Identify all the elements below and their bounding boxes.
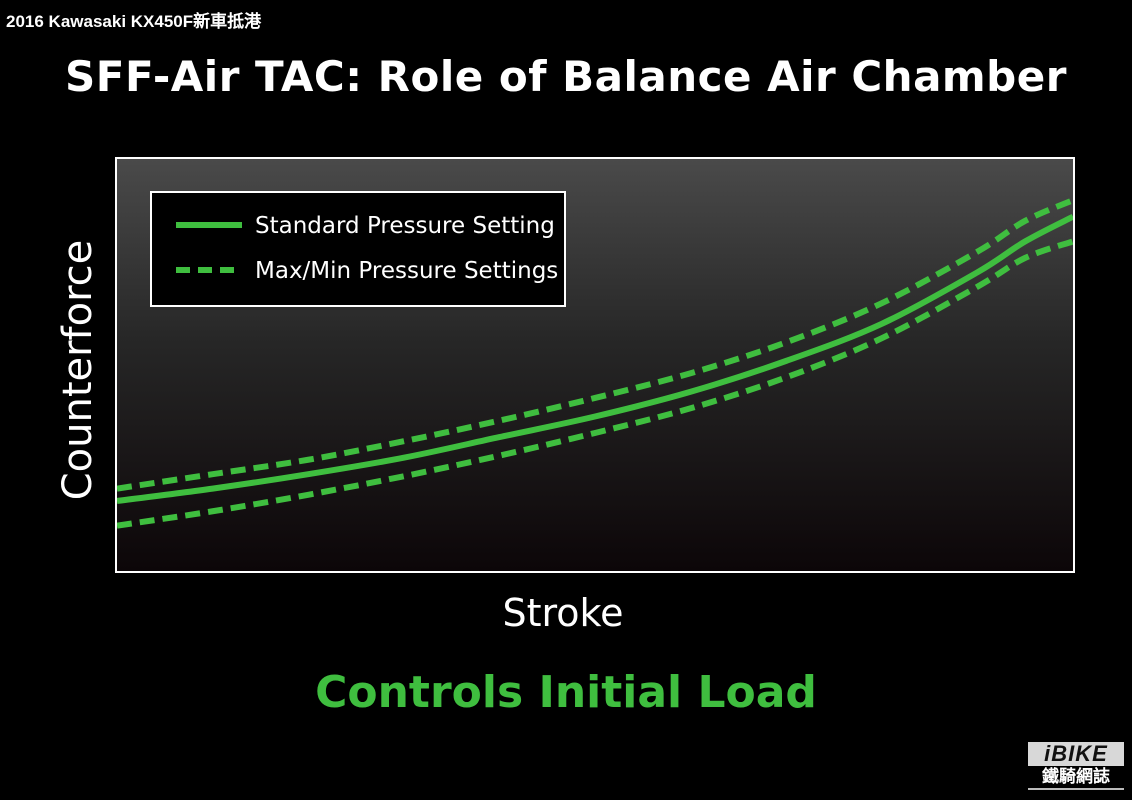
- x-axis-label: Stroke: [502, 591, 623, 635]
- y-axis-label: Counterforce: [55, 240, 101, 501]
- legend-label-maxmin: Max/Min Pressure Settings: [255, 258, 558, 284]
- slide-title: SFF-Air TAC: Role of Balance Air Chamber: [65, 52, 1067, 101]
- logo-text-bottom: 鐵騎網誌: [1028, 766, 1124, 790]
- legend: Standard Pressure Setting Max/Min Pressu…: [150, 191, 566, 307]
- series-line-dashed-2: [117, 238, 1073, 529]
- series-line-dashed-0: [117, 197, 1073, 492]
- chart-subtitle: Controls Initial Load: [315, 667, 817, 718]
- logo-text-top: iBIKE: [1028, 742, 1124, 766]
- image-caption: 2016 Kawasaki KX450F新車抵港: [6, 7, 262, 32]
- ibike-logo: iBIKE 鐵騎網誌: [1028, 742, 1124, 794]
- legend-label-standard: Standard Pressure Setting: [255, 213, 555, 239]
- legend-box: [150, 191, 566, 307]
- series-layer: [117, 197, 1073, 529]
- series-line-solid-1: [117, 214, 1073, 504]
